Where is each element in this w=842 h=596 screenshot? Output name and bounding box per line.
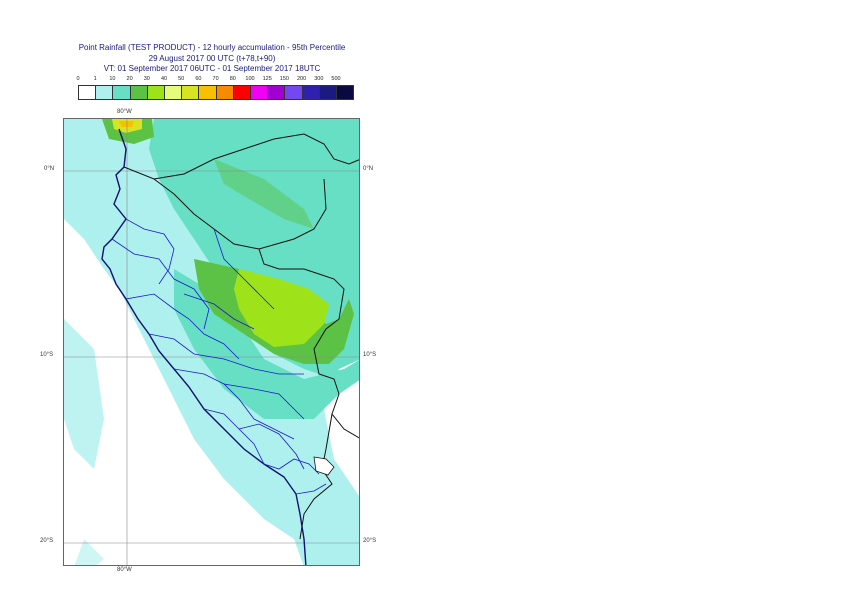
legend-tick-label: 10 <box>109 76 116 82</box>
country-border <box>299 413 333 540</box>
country-border <box>258 248 359 439</box>
legend-tick-label: 40 <box>160 76 168 82</box>
rain-20-30-region <box>214 159 314 229</box>
legend-swatch <box>198 85 217 100</box>
legend-tick-label: 20 <box>126 76 133 82</box>
rainfall-map <box>63 118 360 566</box>
legend-tick-label: 50 <box>178 76 185 82</box>
legend-swatch <box>181 85 200 100</box>
legend-swatch <box>146 85 165 100</box>
legend-swatch <box>301 85 320 100</box>
legend-tick-label: 60 <box>195 76 202 82</box>
legend-swatch <box>78 85 97 100</box>
map-title: Point Rainfall (TEST PRODUCT) - 12 hourl… <box>78 43 346 52</box>
country-border <box>153 178 327 250</box>
valid-time-label: VT: 01 September 2017 06UTC - 01 Septemb… <box>103 64 321 73</box>
legend-swatch <box>284 85 303 100</box>
legend-tick-label: 100 <box>245 76 255 82</box>
lat-label-right: 10°S <box>363 352 377 358</box>
lat-label-left: 0°N <box>44 166 55 172</box>
rain-1-10-region <box>64 319 104 469</box>
rain-40-50-region <box>119 121 134 127</box>
legend-tick-label: 1 <box>93 76 97 82</box>
legend-swatch <box>267 85 286 100</box>
legend-tick-label: 30 <box>143 76 150 82</box>
color-legend: 0 1 10 20 30 40 50 60 70 80 100 125 150 200 300 500 <box>76 76 355 102</box>
rain-1-10-region <box>74 539 104 565</box>
legend-tick-label: 125 <box>262 76 272 82</box>
lat-label-left: 20°S <box>40 538 54 544</box>
legend-swatch <box>129 85 148 100</box>
legend-swatch <box>232 85 251 100</box>
map-canvas <box>64 119 359 565</box>
legend-tick-label: 200 <box>297 76 307 82</box>
lake-titicaca <box>313 456 335 476</box>
regional-borders <box>111 218 327 495</box>
legend-swatch <box>164 85 183 100</box>
lat-label-right: 20°S <box>363 538 377 544</box>
legend-tick-label: 0 <box>76 76 80 82</box>
legend-swatch <box>95 85 114 100</box>
legend-swatch <box>215 85 234 100</box>
lon-label-top: 80°W <box>117 109 132 115</box>
legend-tick-label: 80 <box>229 76 236 82</box>
legend-swatch <box>250 85 269 100</box>
legend-swatch <box>336 85 355 100</box>
run-time-label: 29 August 2017 00 UTC (t+78,t+90) <box>148 54 276 63</box>
lat-label-right: 0°N <box>363 166 374 172</box>
legend-swatch <box>112 85 131 100</box>
lon-label-bottom: 80°W <box>117 567 132 573</box>
rain-30-40-region <box>234 269 329 347</box>
country-border <box>123 133 359 180</box>
legend-tick-label: 300 <box>314 76 324 82</box>
legend-tick-label: 500 <box>331 76 341 82</box>
legend-tick-label: 150 <box>279 76 289 82</box>
lat-label-left: 10°S <box>40 352 54 358</box>
legend-swatch <box>318 85 337 100</box>
legend-tick-label: 70 <box>212 76 219 82</box>
